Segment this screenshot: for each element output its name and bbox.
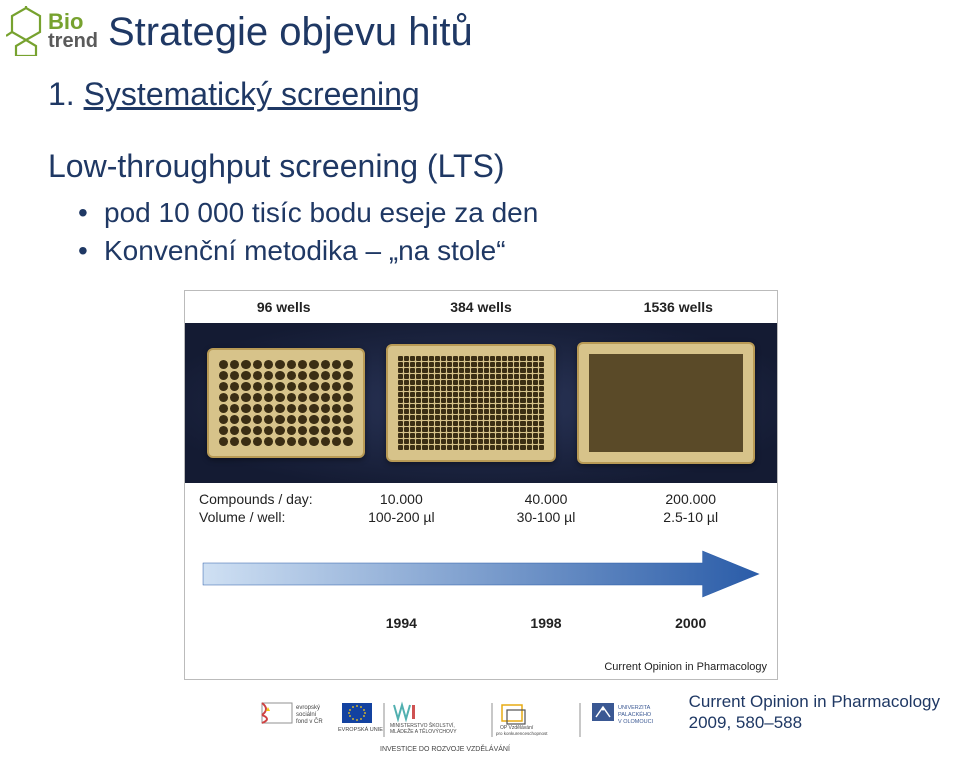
eu-flag-icon: [342, 703, 372, 723]
svg-text:MLÁDEŽE A TĚLOVÝCHOVY: MLÁDEŽE A TĚLOVÝCHOVY: [390, 727, 457, 735]
slide-title: Strategie objevu hitů: [108, 10, 473, 55]
timeline-arrow: [199, 547, 763, 601]
footer-motto: INVESTICE DO ROZVOJE VZDĚLÁVÁNÍ: [380, 744, 510, 753]
subtitle-text: Systematický screening: [84, 76, 420, 112]
citation: Current Opinion in Pharmacology 2009, 58…: [689, 692, 940, 733]
volume-value: 30-100 µl: [474, 509, 619, 525]
logo-text-bottom: trend: [48, 32, 98, 50]
years-row: 1994 1998 2000: [199, 615, 763, 631]
well-label: 96 wells: [186, 299, 381, 315]
year-value: 1998: [474, 615, 619, 631]
university-logo-icon: [592, 703, 614, 721]
figure-caption: Current Opinion in Pharmacology: [604, 661, 767, 673]
plate-1536: [577, 342, 755, 464]
svg-text:UNIVERZITA: UNIVERZITA: [618, 705, 651, 711]
ministry-logo-icon: [394, 705, 415, 719]
compounds-value: 40.000: [474, 491, 619, 507]
citation-line1: Current Opinion in Pharmacology: [689, 692, 940, 712]
compounds-value: 200.000: [618, 491, 763, 507]
svg-text:sociální: sociální: [296, 712, 317, 718]
molecule-icon: [6, 6, 46, 56]
bullet-item: Konvenční metodika – „na stole“: [78, 232, 538, 270]
citation-line2: 2009, 580–588: [689, 713, 940, 733]
bullet-list: pod 10 000 tisíc bodu eseje za den Konve…: [78, 194, 538, 270]
biotrend-logo: Bio trend: [6, 6, 98, 56]
figure-data-rows: Compounds / day: 10.000 40.000 200.000 V…: [199, 491, 763, 527]
svg-text:MINISTERSTVO ŠKOLSTVÍ,: MINISTERSTVO ŠKOLSTVÍ,: [390, 722, 455, 729]
svg-text:V OLOMOUCI: V OLOMOUCI: [618, 719, 654, 725]
well-labels-row: 96 wells 384 wells 1536 wells: [185, 299, 777, 315]
row-label-volume: Volume / well:: [199, 509, 329, 525]
svg-text:fond v ČR: fond v ČR: [296, 718, 323, 725]
well-label: 1536 wells: [581, 299, 776, 315]
svg-text:evropský: evropský: [296, 705, 320, 711]
subtitle-number: 1.: [48, 76, 75, 112]
op-vzdelavani-icon: [502, 705, 525, 724]
wellplate-figure: 96 wells 384 wells 1536 wells Compounds …: [184, 290, 778, 680]
well-label: 384 wells: [383, 299, 578, 315]
plates-photo: [185, 323, 777, 483]
section-heading: Low-throughput screening (LTS): [48, 148, 505, 185]
footer-logos-strip: evropský sociální fond v ČR EVROPSKÁ UNI…: [260, 697, 700, 757]
volume-value: 2.5-10 µl: [618, 509, 763, 525]
plate-384: [386, 344, 556, 462]
svg-text:EVROPSKÁ UNIE: EVROPSKÁ UNIE: [338, 726, 383, 733]
logo-text-top: Bio: [48, 12, 98, 32]
plate-96: [207, 348, 365, 458]
volume-value: 100-200 µl: [329, 509, 474, 525]
compounds-value: 10.000: [329, 491, 474, 507]
svg-text:PALACKÉHO: PALACKÉHO: [618, 711, 652, 718]
bullet-item: pod 10 000 tisíc bodu eseje za den: [78, 194, 538, 232]
esf-logo-icon: [262, 703, 292, 723]
row-label-compounds: Compounds / day:: [199, 491, 329, 507]
year-value: 1994: [329, 615, 474, 631]
svg-text:pro konkurenceschopnost: pro konkurenceschopnost: [496, 731, 548, 736]
slide-subtitle: 1. Systematický screening: [48, 76, 420, 113]
year-value: 2000: [618, 615, 763, 631]
